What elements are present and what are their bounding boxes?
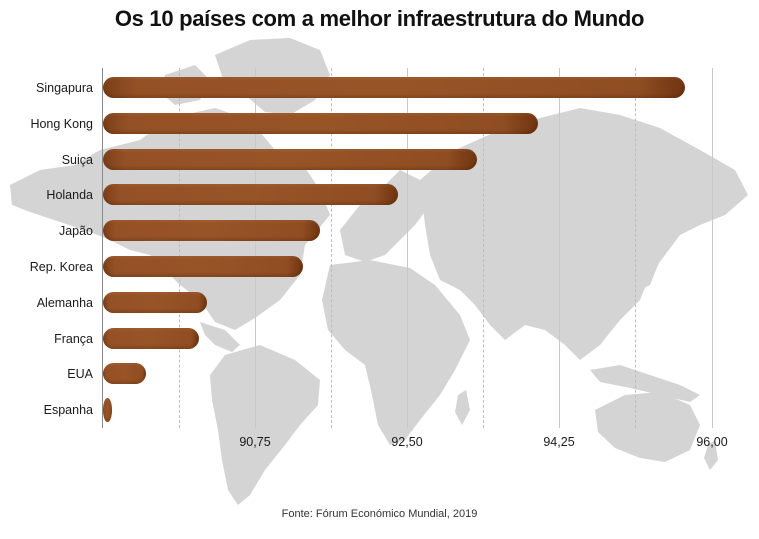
bar-row: França <box>0 327 759 350</box>
category-label: Japão <box>58 224 93 239</box>
bar <box>103 291 208 313</box>
bar-row: Singapura <box>0 77 759 99</box>
bar <box>103 327 199 349</box>
bar-row: Holanda <box>0 184 759 206</box>
category-label: Alemanha <box>36 295 93 310</box>
bar-row: Japão <box>0 220 759 242</box>
bar <box>103 148 477 170</box>
bar-row: Espanha <box>0 398 759 423</box>
category-label: Suiça <box>61 152 93 167</box>
source-note: Fonte: Fórum Económico Mundial, 2019 <box>281 508 478 520</box>
category-label: França <box>54 331 93 346</box>
bar-row: EUA <box>0 363 759 385</box>
bar <box>103 398 112 423</box>
bar-row: Suiça <box>0 148 759 171</box>
category-label: Singapura <box>36 81 93 95</box>
bar-row: Rep. Korea <box>0 256 759 278</box>
category-label: EUA <box>67 367 93 382</box>
bar <box>103 256 303 277</box>
bar <box>103 363 147 385</box>
x-tick-label: 94,25 <box>543 435 575 449</box>
bar-row: Hong Kong <box>0 112 759 135</box>
category-label: Hong Kong <box>30 116 93 131</box>
category-label: Rep. Korea <box>29 260 93 274</box>
x-tick-label: 96,00 <box>696 435 728 449</box>
gridline <box>255 68 256 428</box>
bar-row: Alemanha <box>0 291 759 314</box>
bar <box>103 220 321 242</box>
gridline <box>483 68 484 428</box>
bar <box>103 77 686 98</box>
chart-title: Os 10 países com a melhor infraestrutura… <box>114 6 645 31</box>
gridline <box>331 68 332 428</box>
y-axis-line <box>102 68 103 428</box>
gridline <box>712 68 713 428</box>
category-label: Holanda <box>46 188 93 203</box>
x-tick-label: 90,75 <box>239 435 271 449</box>
gridline <box>559 68 560 428</box>
bar <box>103 184 399 206</box>
gridline <box>179 68 180 428</box>
category-label: Espanha <box>43 403 93 418</box>
bar <box>103 112 538 134</box>
gridline <box>635 68 636 428</box>
x-tick-label: 92,50 <box>391 435 423 449</box>
gridline <box>407 68 408 428</box>
